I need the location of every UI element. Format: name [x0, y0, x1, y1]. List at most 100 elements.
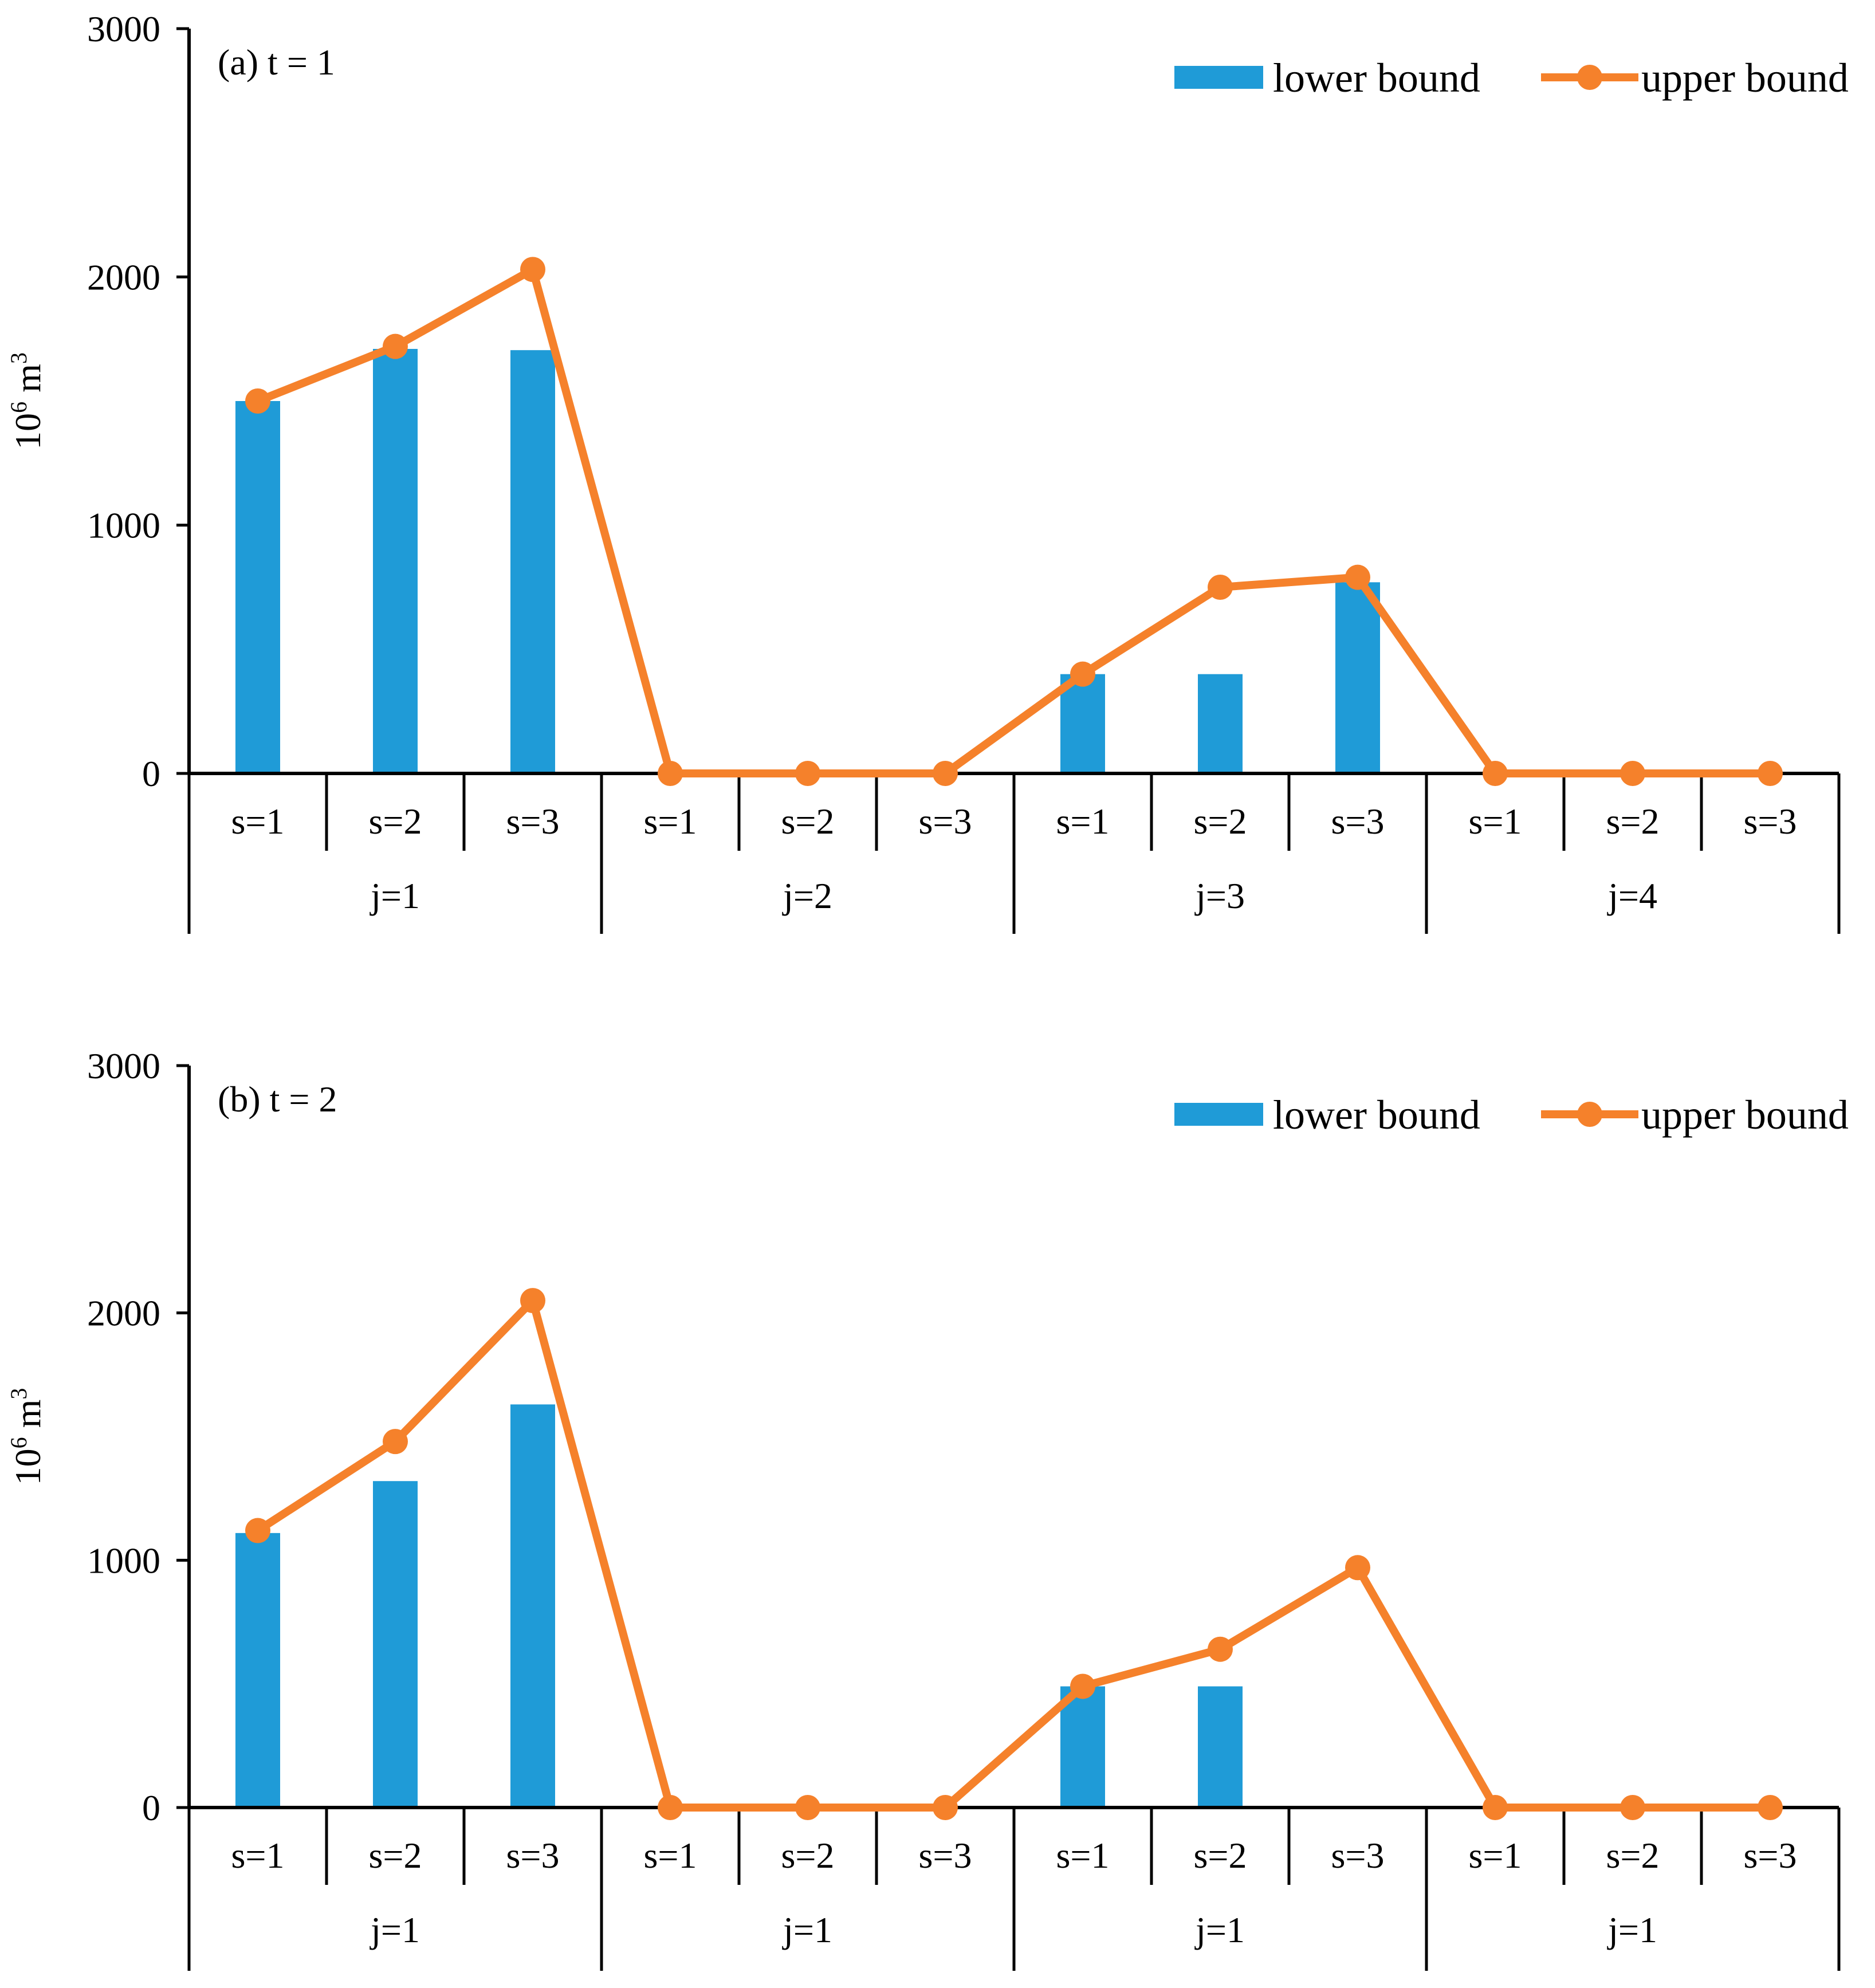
category-label: s=2 [1606, 801, 1660, 842]
category-label: s=1 [1469, 1835, 1522, 1876]
legend-marker-upper-bound [1577, 1102, 1602, 1127]
y-tick-label: 3000 [87, 9, 160, 49]
category-label: s=3 [919, 801, 972, 842]
point-upper-bound [520, 1288, 545, 1314]
point-upper-bound [933, 1795, 958, 1820]
y-tick-label: 2000 [87, 1293, 160, 1334]
category-label: s=2 [1606, 1835, 1660, 1876]
legend-label-upper-bound: upper bound [1641, 55, 1849, 101]
category-label: s=1 [1056, 801, 1110, 842]
category-label: s=2 [369, 801, 422, 842]
y-axis-label-part: 10 [7, 413, 48, 450]
line-upper-bound [256, 265, 1770, 777]
chart-panel-1: 0 1000 2000 3000 106 m3 s=1 s=2 s=3 s=1 s=2 s=3 s=1… [6, 9, 1849, 934]
point-upper-bound [1345, 564, 1370, 590]
legend-marker-upper-bound [1577, 65, 1602, 90]
y-axis-label: 106 m3 [6, 1388, 48, 1486]
bar-lower-bound [1198, 1686, 1243, 1808]
point-upper-bound [1758, 761, 1783, 786]
bar-lower-bound [235, 401, 280, 773]
y-axis-label-part: m [7, 364, 48, 402]
point-upper-bound [383, 1429, 408, 1455]
chart-panel-2: 0 1000 2000 3000 106 m3 s=1 s=2 s=3 s=1 s=2 s=3 s=1… [6, 1046, 1849, 1971]
point-upper-bound [1070, 1673, 1095, 1699]
category-label: s=3 [506, 1835, 560, 1876]
point-upper-bound [795, 1795, 820, 1820]
legend-label-lower-bound: lower bound [1273, 1092, 1480, 1138]
y-axis-label-superscript: 3 [6, 352, 32, 364]
y-tick-label: 3000 [87, 1046, 160, 1086]
category-label: s=2 [1194, 801, 1247, 842]
group-label: j=2 [782, 875, 832, 916]
y-tick-label: 0 [142, 753, 160, 794]
panel-title: (a) t = 1 [218, 42, 335, 82]
category-label: s=1 [644, 801, 697, 842]
category-label: s=2 [369, 1835, 422, 1876]
bar-lower-bound [1198, 674, 1243, 773]
category-label: s=3 [1331, 1835, 1385, 1876]
group-label: j=3 [1194, 875, 1245, 916]
y-tick-label: 0 [142, 1787, 160, 1828]
point-upper-bound [245, 1518, 270, 1543]
category-label: s=1 [1469, 801, 1522, 842]
category-label: s=3 [1331, 801, 1385, 842]
y-axis-label-superscript: 3 [6, 1388, 32, 1400]
point-upper-bound [658, 1795, 683, 1820]
bar-lower-bound [235, 1533, 280, 1808]
legend-label-upper-bound: upper bound [1641, 1092, 1849, 1138]
line-upper-bound [255, 1296, 1770, 1812]
bar-lower-bound [373, 349, 418, 773]
category-label: s=3 [919, 1835, 972, 1876]
group-label: j=1 [782, 1910, 832, 1950]
point-upper-bound [933, 761, 958, 786]
point-upper-bound [795, 761, 820, 786]
y-tick-label: 2000 [87, 257, 160, 297]
legend-label-lower-bound: lower bound [1273, 55, 1480, 101]
y-axis-label-superscript: 6 [6, 402, 32, 413]
y-axis-label-superscript: 6 [6, 1437, 32, 1448]
category-label: s=1 [231, 801, 285, 842]
point-upper-bound [1345, 1555, 1370, 1581]
y-axis-label-part: m [7, 1400, 48, 1437]
y-tick-label: 1000 [87, 1540, 160, 1581]
point-upper-bound [1758, 1795, 1783, 1820]
legend-swatch-lower-bound [1174, 66, 1263, 89]
group-label: j=1 [370, 875, 420, 916]
panel-title: (b) t = 2 [218, 1079, 337, 1119]
y-axis-label: 106 m3 [6, 352, 48, 450]
group-label: j=1 [370, 1910, 420, 1950]
point-upper-bound [1070, 661, 1095, 687]
category-label: s=2 [781, 1835, 835, 1876]
point-upper-bound [1483, 761, 1508, 786]
category-label: s=3 [1744, 1835, 1797, 1876]
category-label: s=3 [1744, 801, 1797, 842]
y-axis-label-part: 10 [7, 1448, 48, 1485]
bar-lower-bound [510, 1404, 555, 1808]
legend-swatch-lower-bound [1174, 1103, 1263, 1126]
bar-lower-bound [510, 350, 555, 773]
bar-lower-bound [1335, 582, 1380, 773]
category-label: s=2 [1194, 1835, 1247, 1876]
category-label: s=2 [781, 801, 835, 842]
point-upper-bound [1620, 761, 1645, 786]
category-label: s=1 [644, 1835, 697, 1876]
bar-lower-bound [373, 1481, 418, 1808]
group-label: j=1 [1194, 1910, 1245, 1950]
point-upper-bound [383, 333, 408, 359]
y-tick-label: 1000 [87, 505, 160, 546]
group-label: j=4 [1607, 875, 1657, 916]
bar-lower-bound [1060, 1686, 1105, 1808]
category-label: s=1 [1056, 1835, 1110, 1876]
point-upper-bound [1620, 1795, 1645, 1820]
point-upper-bound [520, 257, 545, 282]
category-label: s=1 [231, 1835, 285, 1876]
point-upper-bound [245, 388, 270, 414]
point-upper-bound [1208, 575, 1233, 600]
point-upper-bound [1208, 1636, 1233, 1662]
point-upper-bound [658, 761, 683, 786]
bar-lower-bound [1060, 674, 1105, 773]
point-upper-bound [1483, 1795, 1508, 1820]
category-label: s=3 [506, 801, 560, 842]
group-label: j=1 [1607, 1910, 1657, 1950]
